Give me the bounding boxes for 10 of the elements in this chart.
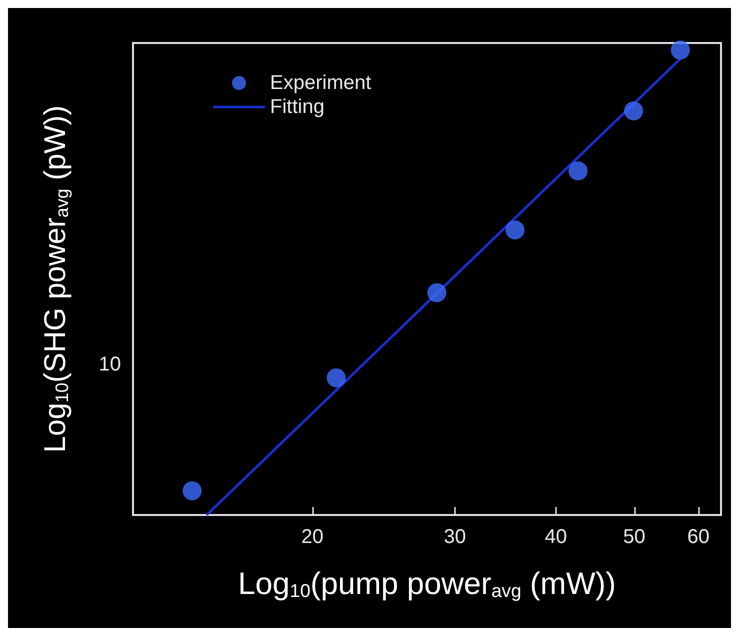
x-tick-label: 30: [444, 526, 466, 548]
y-axis-title: Log10(SHG poweravg (pW)): [38, 105, 72, 453]
legend-label: Experiment: [270, 72, 372, 94]
legend-label: Fitting: [270, 96, 324, 118]
x-tick-label: 60: [687, 526, 710, 548]
x-axis-title: Log10(pump poweravg (mW)): [238, 566, 616, 601]
x-tick-label: 50: [623, 526, 646, 548]
text: 10: [98, 353, 121, 376]
x-tick-label: 40: [544, 526, 568, 548]
x-tick-label: 20: [301, 526, 324, 548]
